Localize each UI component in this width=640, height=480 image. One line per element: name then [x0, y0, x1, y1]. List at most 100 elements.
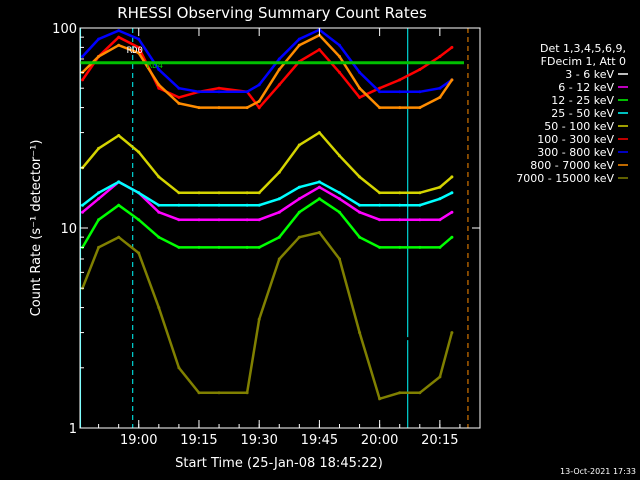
data-point-1-15 [378, 218, 382, 222]
data-point-8-1 [97, 245, 101, 249]
data-point-0-11 [313, 191, 317, 195]
data-point-3-4 [157, 203, 161, 207]
data-point-0-1 [105, 218, 109, 222]
data-point-4-5 [177, 191, 181, 195]
y-axis-label: Count Rate (s⁻¹ detector⁻¹) [29, 140, 44, 317]
x-tick-label-1: 19:15 [180, 433, 217, 448]
data-point-2-19 [450, 235, 454, 239]
data-point-6-14 [358, 70, 362, 74]
data-point-1-10 [277, 210, 281, 214]
data-point-4-19 [450, 175, 454, 179]
data-point-8-4 [157, 306, 161, 310]
legend-label-6: 300 - 800 keV [537, 146, 614, 159]
data-point-1-7 [217, 218, 221, 222]
data-point-1-1 [97, 197, 101, 201]
data-point-6-11 [297, 37, 301, 41]
data-point-6-0 [81, 55, 84, 58]
data-point-6-6 [197, 90, 201, 94]
data-point-3-12 [317, 180, 321, 184]
data-point-8-3 [137, 251, 141, 255]
data-point-4-7 [217, 191, 221, 195]
data-point-5-18 [438, 55, 442, 58]
data-point-1-12 [317, 185, 321, 189]
data-point-3-13 [338, 191, 341, 195]
legend-label-0: 3 - 6 keV [565, 68, 614, 81]
data-point-0-4 [157, 270, 161, 274]
data-point-3-11 [297, 185, 301, 189]
data-point-4-11 [297, 143, 301, 147]
data-point-4-14 [358, 175, 362, 179]
data-point-5-16 [398, 78, 402, 82]
data-point-0-6 [197, 337, 201, 341]
data-point-1-4 [157, 210, 161, 214]
data-point-0-9 [265, 286, 269, 290]
data-point-7-10 [277, 68, 281, 71]
data-point-4-10 [277, 170, 281, 174]
data-point-7-14 [358, 86, 362, 90]
data-point-3-5 [177, 203, 181, 207]
data-point-2-14 [358, 235, 362, 239]
data-point-1-14 [358, 210, 362, 214]
data-point-0-18 [438, 331, 442, 335]
data-point-7-17 [418, 106, 422, 110]
data-point-0-12 [330, 218, 333, 222]
data-point-7-8 [245, 106, 249, 110]
annotation-rd4: RD4 [147, 61, 163, 71]
legend-label-1: 6 - 12 keV [558, 81, 614, 94]
data-point-5-19 [450, 45, 454, 49]
data-point-6-18 [438, 86, 442, 90]
series-line-800-7000-keV [81, 33, 453, 109]
data-point-5-17 [418, 68, 422, 71]
axes-group: 19:00 19:15 19:30 19:45 20:00 20:15 1 10 100 [52, 22, 481, 448]
data-point-4-3 [137, 150, 141, 154]
data-point-0-10 [297, 218, 301, 222]
data-point-8-7 [217, 391, 221, 395]
data-point-2-3 [137, 218, 141, 222]
data-point-0-5 [177, 331, 181, 335]
data-point-6-7 [217, 90, 221, 94]
data-point-8-6 [197, 391, 201, 395]
data-point-6-15 [378, 90, 382, 94]
data-point-7-16 [398, 106, 402, 110]
data-point-5-14 [358, 95, 362, 99]
data-point-7-1 [97, 55, 101, 58]
data-point-2-10 [277, 235, 281, 239]
data-point-3-3 [137, 191, 141, 195]
x-tick-label-2: 19:30 [240, 433, 277, 448]
x-tick-label-5: 20:15 [421, 433, 458, 448]
data-point-3-17 [418, 203, 422, 207]
data-point-6-9 [257, 83, 261, 87]
data-point-2-1 [97, 218, 101, 222]
data-point-8-11 [297, 235, 301, 239]
data-point-1-13 [338, 197, 341, 201]
data-point-2-18 [438, 245, 442, 249]
data-point-2-16 [398, 245, 402, 249]
data-point-6-4 [157, 68, 161, 71]
data-point-1-19 [450, 210, 454, 214]
data-point-2-9 [257, 245, 261, 249]
data-point-3-6 [197, 203, 201, 207]
data-point-7-13 [338, 55, 341, 58]
data-point-7-9 [257, 99, 261, 103]
data-point-3-9 [257, 203, 261, 207]
x-tick-label-3: 19:45 [301, 433, 338, 448]
data-point-5-5 [177, 95, 181, 99]
data-point-8-8 [245, 391, 249, 395]
data-point-0-16 [398, 337, 402, 341]
data-point-1-5 [177, 218, 181, 222]
legend-label-4: 50 - 100 keV [544, 120, 614, 133]
data-point-0-15 [378, 337, 382, 341]
data-point-4-18 [438, 185, 442, 189]
data-point-3-0 [81, 203, 84, 207]
data-point-4-2 [117, 134, 121, 137]
x-tick-label-4: 20:00 [361, 433, 398, 448]
legend-label-5: 100 - 300 keV [537, 133, 614, 146]
data-point-4-16 [398, 191, 402, 195]
data-point-5-2 [117, 35, 121, 39]
data-point-1-11 [297, 197, 301, 201]
data-point-3-18 [438, 197, 442, 201]
chart-title: RHESSI Observing Summary Count Rates [117, 4, 427, 22]
data-point-3-15 [378, 203, 382, 207]
data-point-5-12 [317, 48, 321, 52]
